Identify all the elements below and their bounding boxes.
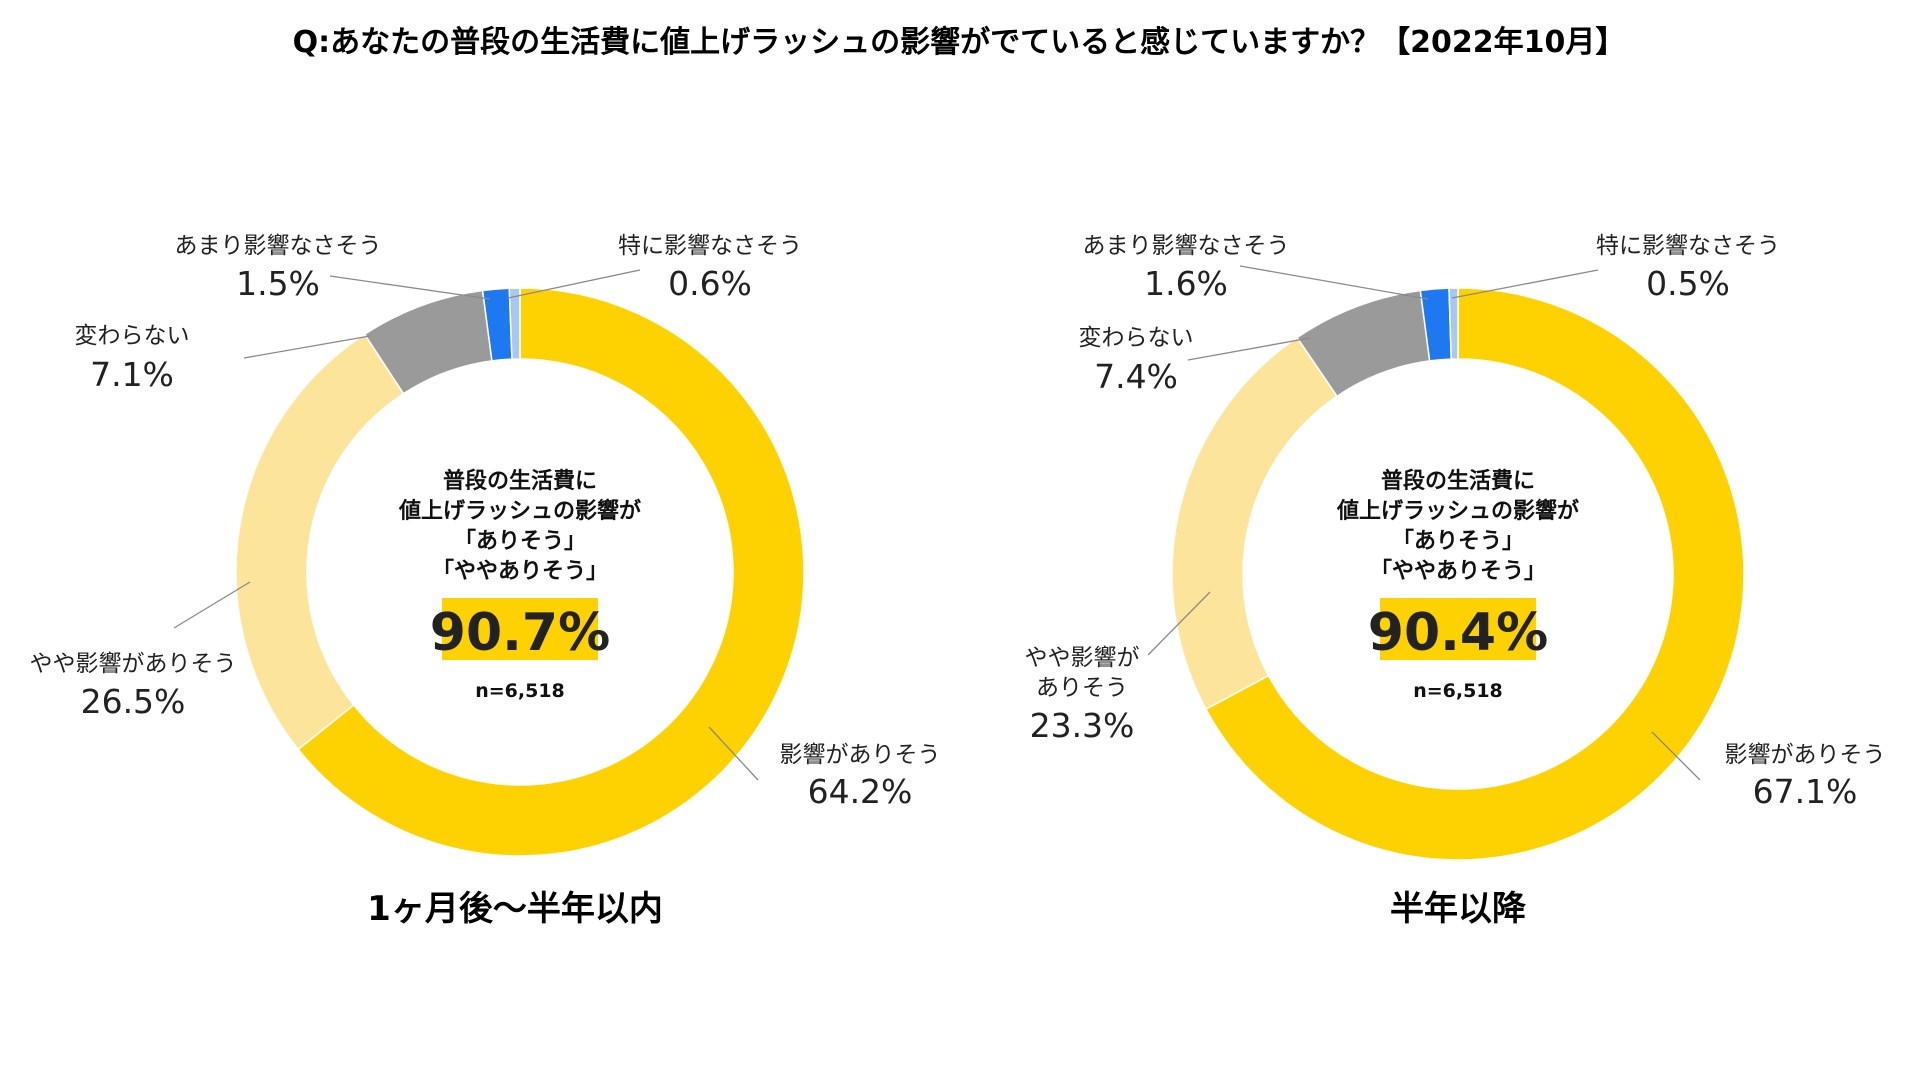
slice-value-little-right: 1.6% [1144, 264, 1228, 303]
leader-line-little-left [329, 275, 491, 300]
figure-title: Q:あなたの普段の生活費に値上げラッシュの影響がでていると感じていますか？【20… [293, 25, 1626, 60]
center-line-1-right: 普段の生活費に [1381, 468, 1535, 494]
donut-slice-slight-right [1171, 336, 1339, 711]
slice-value-strong-left: 64.2% [808, 772, 913, 811]
sample-size-left: n=6,518 [475, 680, 565, 702]
donut-slice-none-right [1448, 287, 1459, 360]
leader-line-little-right [1239, 265, 1429, 300]
slice-value-slight-left: 26.5% [81, 682, 186, 721]
total-value-left: 90.7% [430, 603, 610, 663]
slice-label-slight-right-line1: やや影響が [1025, 645, 1140, 671]
donut-slice-none-left [508, 287, 521, 360]
slice-value-strong-right: 67.1% [1753, 772, 1858, 811]
slice-label-strong-left: 影響がありそう [780, 742, 941, 768]
donut-chart-left: 影響がありそう 64.2% やや影響がありそう 26.5% 変わらない 7.1%… [30, 233, 941, 929]
donut-slices-left [235, 287, 805, 857]
slice-label-strong-right: 影響がありそう [1725, 742, 1886, 768]
slice-value-unchanged-right: 7.4% [1094, 357, 1178, 396]
leader-line-strong-left [708, 726, 759, 781]
slice-value-none-right: 0.5% [1646, 264, 1730, 303]
leader-line-none-left [507, 269, 641, 299]
slice-label-none-right: 特に影響なさそう [1596, 233, 1780, 259]
slice-label-unchanged-right: 変わらない [1079, 325, 1194, 351]
donut-slice-slight-left [235, 333, 405, 751]
total-value-right: 90.4% [1368, 603, 1548, 663]
leader-line-unchanged-right [1187, 337, 1311, 361]
slice-label-slight-left: やや影響がありそう [30, 651, 237, 677]
sample-size-right: n=6,518 [1413, 680, 1503, 702]
total-highlight-right [1380, 598, 1536, 660]
slice-label-none-left: 特に影響なさそう [618, 233, 802, 259]
slice-label-little-right: あまり影響なさそう [1083, 233, 1290, 259]
chart-caption-right: 半年以降 [1390, 889, 1527, 929]
slice-label-unchanged-left: 変わらない [75, 323, 190, 349]
center-line-4-right: 「ややありそう」 [1370, 559, 1546, 584]
center-line-3-left: 「ありそう」 [454, 529, 586, 554]
leader-line-strong-right [1651, 731, 1701, 781]
slice-value-little-left: 1.5% [236, 264, 320, 303]
donut-chart-right: 影響がありそう 67.1% やや影響が ありそう 23.3% 変わらない 7.4… [1025, 233, 1886, 929]
leader-line-unchanged-left [243, 335, 371, 359]
leader-line-slight-left [173, 581, 251, 629]
donut-slice-strong-right [1204, 287, 1745, 861]
slice-value-unchanged-left: 7.1% [90, 355, 174, 394]
slice-value-none-left: 0.6% [668, 264, 752, 303]
leader-line-slight-right [1147, 591, 1211, 656]
center-line-4-left: 「ややありそう」 [432, 559, 608, 584]
donut-slices-right [1171, 287, 1745, 861]
center-line-2-left: 値上げラッシュの影響が [398, 498, 641, 524]
slice-value-slight-right: 23.3% [1030, 706, 1135, 745]
slice-label-little-left: あまり影響なさそう [175, 233, 382, 259]
leader-line-none-right [1451, 269, 1599, 299]
center-line-1-left: 普段の生活費に [443, 468, 597, 494]
slice-label-slight-right-line2: ありそう [1036, 675, 1128, 701]
total-highlight-left [442, 598, 598, 660]
chart-caption-left: 1ヶ月後～半年以内 [367, 889, 663, 929]
center-line-2-right: 値上げラッシュの影響が [1336, 498, 1579, 524]
center-line-3-right: 「ありそう」 [1392, 529, 1524, 554]
donut-slice-strong-left [297, 287, 805, 857]
